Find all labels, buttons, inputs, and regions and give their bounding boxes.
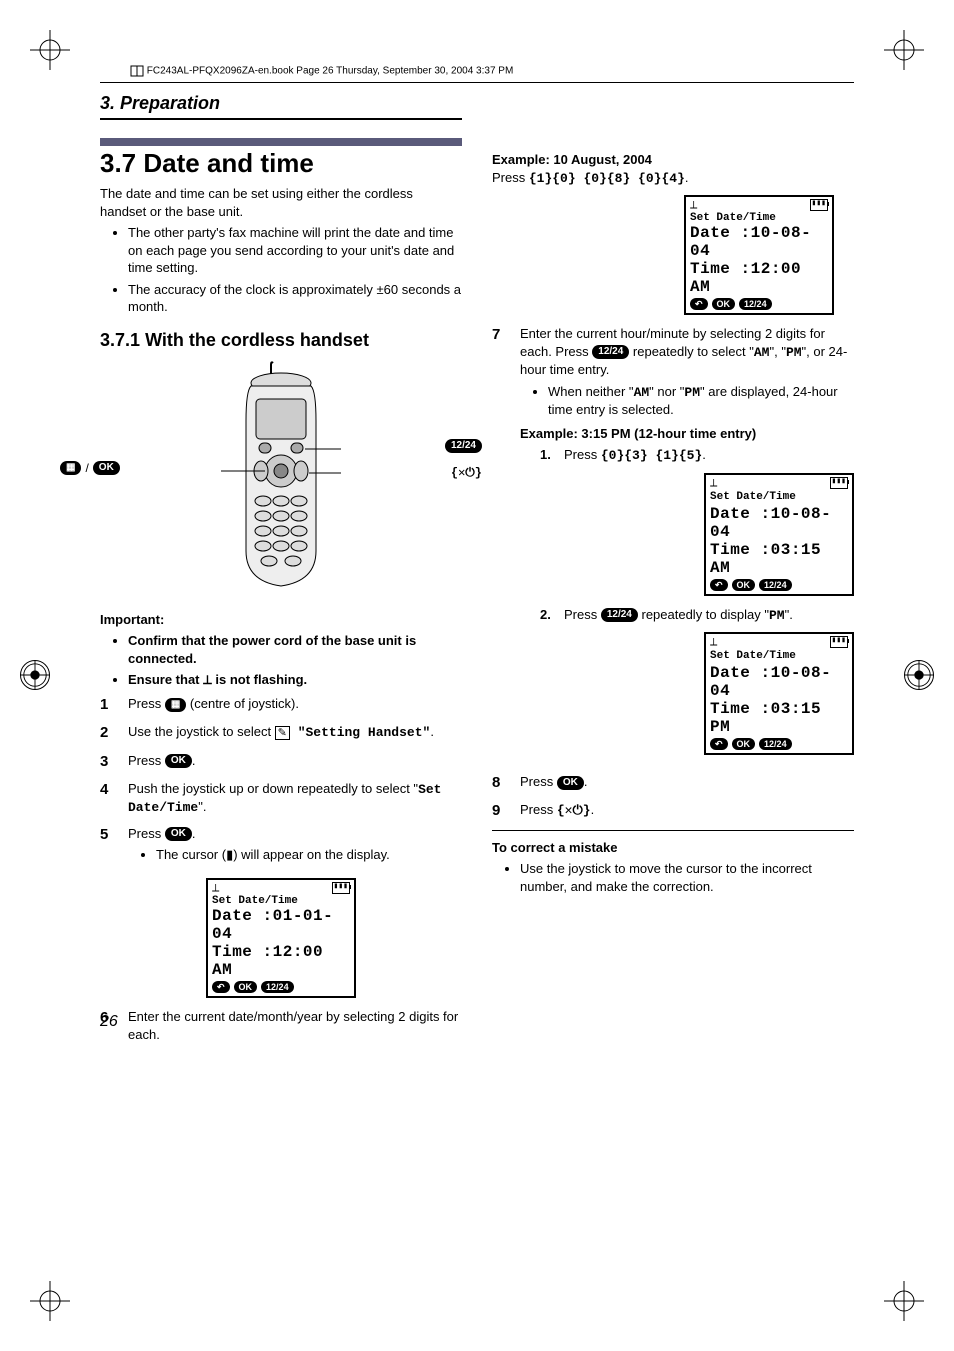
hangup-key-icon: {✕⏻} bbox=[451, 465, 482, 480]
substep-1: 1.Press {0}{3} {1}{5}. bbox=[540, 446, 854, 465]
antenna-icon: ⟂ bbox=[710, 636, 717, 648]
lcd-back-button: ↶ bbox=[212, 981, 230, 993]
toggle-1224-pill-icon: 12/24 bbox=[592, 345, 629, 359]
battery-icon: ▮▮▮ bbox=[830, 636, 848, 648]
step-3: 3 Press OK. bbox=[100, 752, 462, 772]
lcd-ok-button: OK bbox=[234, 981, 258, 993]
figure-label-1224: 12/24 bbox=[445, 439, 482, 453]
toggle-1224-pill-icon: 12/24 bbox=[601, 608, 638, 622]
ok-pill-icon: OK bbox=[93, 461, 120, 475]
handset-illustration bbox=[221, 361, 341, 591]
list-item: Confirm that the power cord of the base … bbox=[128, 632, 462, 667]
antenna-icon: ⟂ bbox=[212, 882, 219, 894]
step-6-list: 6Enter the current date/month/year by se… bbox=[100, 1008, 462, 1043]
list-item: The accuracy of the clock is approximate… bbox=[128, 281, 462, 316]
step-4: 4 Push the joystick up or down repeatedl… bbox=[100, 780, 462, 817]
ok-button-icon: OK bbox=[557, 776, 584, 790]
antenna-icon: ⟂ bbox=[690, 199, 697, 211]
example-1: Example: 10 August, 2004 Press {1}{0} {0… bbox=[492, 151, 854, 187]
important-heading: Important: bbox=[100, 611, 462, 629]
lcd-time: Time :12:00 AM bbox=[212, 943, 350, 979]
lcd-1224-button: 12/24 bbox=[261, 981, 294, 993]
step-7: 7 Enter the current hour/minute by selec… bbox=[492, 325, 854, 765]
step-2: 2 Use the joystick to select ✎ "Setting … bbox=[100, 723, 462, 743]
lcd-display-4: ⟂▮▮▮ Set Date/Time Date :10-08-04 Time :… bbox=[704, 632, 854, 755]
section-heading: 3.7 Date and time bbox=[100, 148, 462, 179]
battery-icon: ▮▮▮ bbox=[810, 199, 828, 211]
step-8: 8 Press OK. bbox=[492, 773, 854, 793]
running-header: FC243AL-PFQX2096ZA-en.book Page 26 Thurs… bbox=[100, 60, 854, 83]
figure-label-left: ▦/OK bbox=[60, 461, 120, 475]
figure-label-hangup: {✕⏻} bbox=[451, 465, 482, 480]
lcd-date: Date :01-01-04 bbox=[212, 907, 350, 943]
step-5: 5 Press OK. The cursor (▮) will appear o… bbox=[100, 825, 462, 870]
step-1: 1 Press ▦ (centre of joystick). bbox=[100, 695, 462, 715]
step-9: 9 Press {✕⏻}. bbox=[492, 801, 854, 821]
subsection-heading: 3.7.1 With the cordless handset bbox=[100, 330, 462, 351]
correct-list: Use the joystick to move the cursor to t… bbox=[492, 860, 854, 895]
page-number: 26 bbox=[100, 1013, 118, 1031]
lcd-title: Set Date/Time bbox=[212, 894, 350, 907]
lcd-display-3: ⟂▮▮▮ Set Date/Time Date :10-08-04 Time :… bbox=[704, 473, 854, 596]
toggle-1224-pill-icon: 12/24 bbox=[445, 439, 482, 453]
list-item: Use the joystick to move the cursor to t… bbox=[520, 860, 854, 895]
header-text: FC243AL-PFQX2096ZA-en.book Page 26 Thurs… bbox=[147, 66, 514, 77]
section-intro: The date and time can be set using eithe… bbox=[100, 185, 462, 220]
lcd-display-2: ⟂▮▮▮ Set Date/Time Date :10-08-04 Time :… bbox=[684, 195, 834, 315]
important-list: Confirm that the power cord of the base … bbox=[100, 632, 462, 689]
step-7-list: 7 Enter the current hour/minute by selec… bbox=[492, 325, 854, 822]
list-item: Ensure that ⟂ is not flashing. bbox=[128, 671, 462, 689]
crop-mark-br bbox=[884, 1281, 924, 1321]
step-7-sub: When neither "AM" nor "PM" are displayed… bbox=[548, 383, 854, 419]
substep-2: 2.Press 12/24 repeatedly to display "PM"… bbox=[540, 606, 854, 625]
pencil-icon: ✎ bbox=[275, 726, 290, 740]
battery-icon: ▮▮▮ bbox=[332, 882, 350, 894]
menu-button-icon: ▦ bbox=[165, 698, 186, 712]
handset-figure: ▦/OK 12/24 {✕⏻} bbox=[100, 361, 462, 601]
ok-button-icon: OK bbox=[165, 827, 192, 841]
section-notes-list: The other party's fax machine will print… bbox=[100, 224, 462, 316]
step-5-sub: The cursor (▮) will appear on the displa… bbox=[156, 846, 390, 864]
book-icon bbox=[130, 64, 144, 78]
chapter-title: 3. Preparation bbox=[100, 93, 462, 120]
divider bbox=[492, 830, 854, 831]
steps-list-left: 1 Press ▦ (centre of joystick). 2 Use th… bbox=[100, 695, 462, 870]
list-item: The other party's fax machine will print… bbox=[128, 224, 462, 277]
antenna-icon: ⟂ bbox=[710, 477, 717, 489]
crop-mark-bl bbox=[30, 1281, 70, 1321]
lcd-display-1: ⟂ ▮▮▮ Set Date/Time Date :01-01-04 Time :… bbox=[206, 878, 356, 998]
battery-icon: ▮▮▮ bbox=[830, 477, 848, 489]
correct-heading: To correct a mistake bbox=[492, 840, 617, 855]
step-6: 6Enter the current date/month/year by se… bbox=[100, 1008, 462, 1043]
section-title-bar bbox=[100, 138, 462, 146]
menu-pill-icon: ▦ bbox=[60, 461, 81, 475]
ok-button-icon: OK bbox=[165, 754, 192, 768]
example-2-heading: Example: 3:15 PM (12-hour time entry) bbox=[520, 426, 756, 441]
